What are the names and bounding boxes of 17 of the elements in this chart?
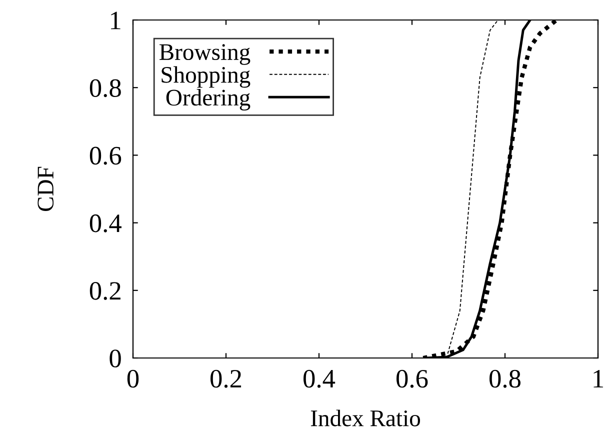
x-axis-title: Index Ratio [310, 410, 420, 426]
x-tick-label: 1 [594, 370, 604, 388]
y-tick-label: 0.4 [90, 214, 122, 232]
y-tick-label: 0.2 [90, 282, 120, 300]
y-tick-label: 0.8 [90, 79, 121, 98]
legend-label: Shopping [162, 66, 250, 88]
y-tick-label: 0.6 [90, 146, 122, 165]
x-tick-label: 0 [127, 370, 139, 388]
x-tick-label: 0.2 [210, 370, 242, 388]
legend-label: Ordering [166, 89, 250, 111]
y-tick-label: 1 [111, 12, 120, 30]
y-axis-title: CDF [38, 166, 54, 211]
y-tick-label: 0 [110, 350, 121, 368]
x-tick-label: 0.6 [396, 370, 428, 388]
x-tick-label: 0.4 [304, 370, 336, 388]
legend-label: Browsing [160, 44, 250, 65]
x-tick-label: 0.8 [490, 370, 520, 388]
